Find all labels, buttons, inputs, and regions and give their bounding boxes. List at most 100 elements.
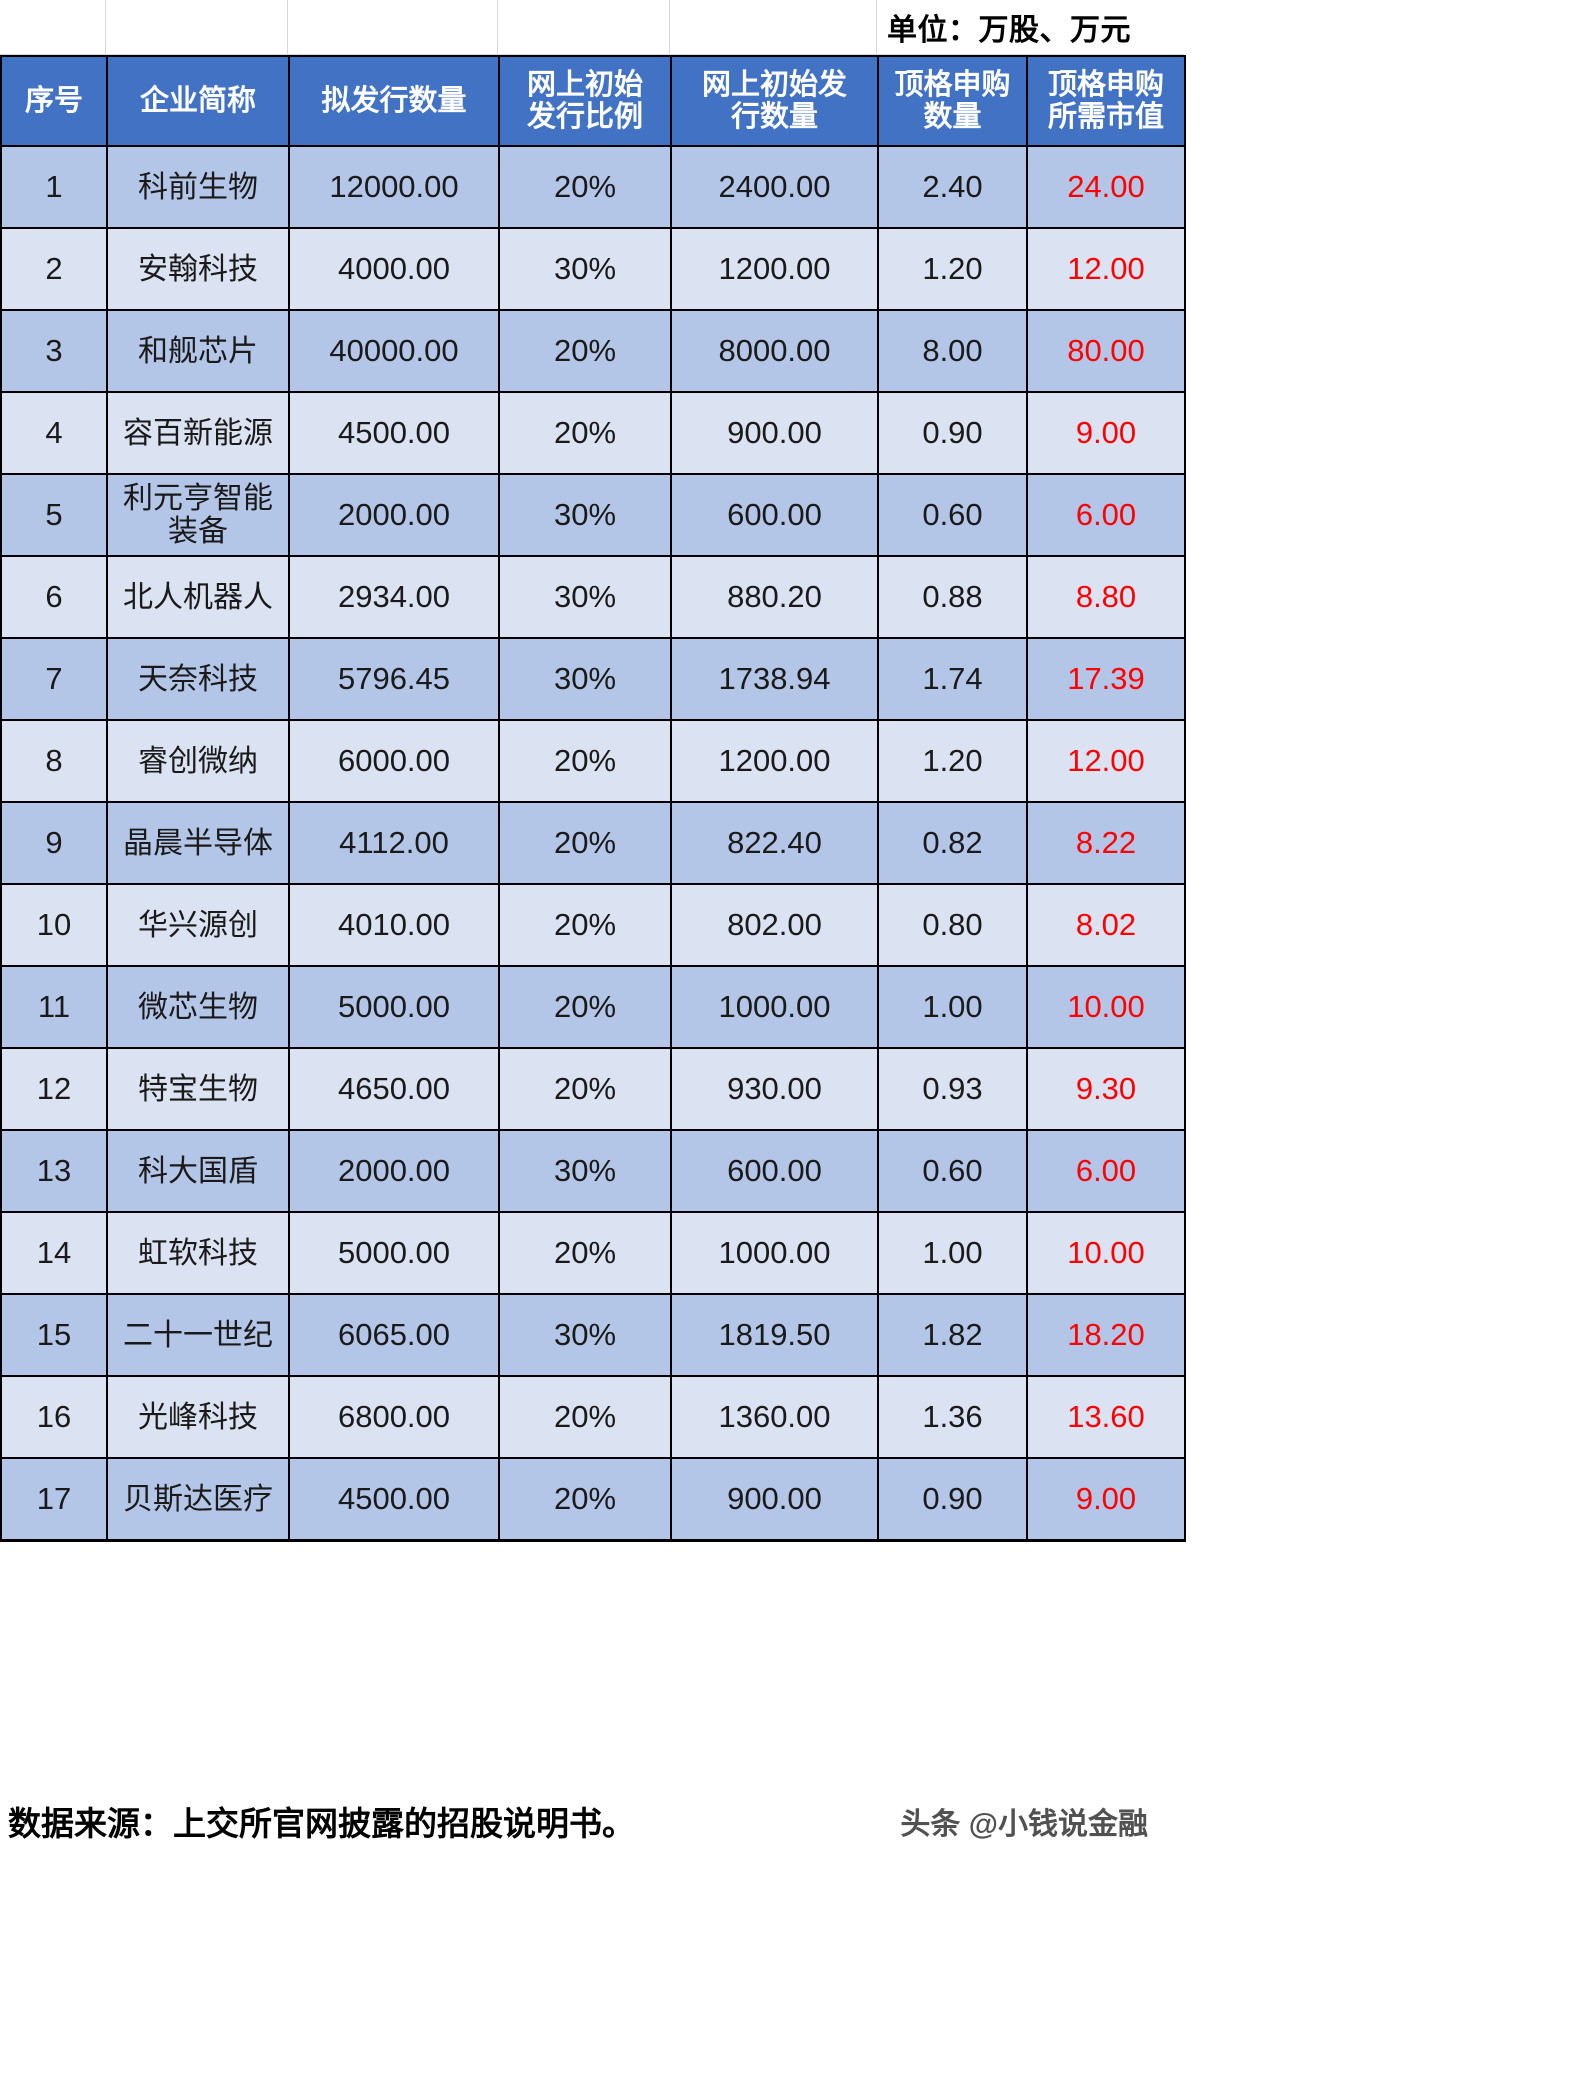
cell-name: 安翰科技 bbox=[106, 227, 290, 311]
cell-mv: 10.00 bbox=[1026, 965, 1186, 1049]
cell-online: 1819.50 bbox=[670, 1293, 879, 1377]
unit-band-spacer-3 bbox=[288, 0, 498, 54]
cell-name: 和舰芯片 bbox=[106, 309, 290, 393]
cell-name: 贝斯达医疗 bbox=[106, 1457, 290, 1542]
cell-ratio: 20% bbox=[498, 965, 672, 1049]
cell-ratio: 20% bbox=[498, 1375, 672, 1459]
unit-band-spacer-1 bbox=[0, 0, 106, 54]
unit-band-spacer-4 bbox=[498, 0, 670, 54]
cell-qty: 0.82 bbox=[877, 801, 1028, 885]
cell-qty: 1.00 bbox=[877, 965, 1028, 1049]
cell-issue: 4500.00 bbox=[288, 1457, 500, 1542]
table-row: 14 虹软科技 5000.00 20% 1000.00 1.00 10.00 bbox=[0, 1211, 1186, 1295]
cell-ratio: 20% bbox=[498, 309, 672, 393]
ipo-subscription-table: 序号 企业简称 拟发行数量 网上初始 发行比例 网上初始发 行数量 顶格申购 数量 顶… bbox=[0, 55, 1186, 1542]
cell-no: 3 bbox=[0, 309, 108, 393]
cell-mv: 12.00 bbox=[1026, 719, 1186, 803]
cell-qty: 2.40 bbox=[877, 145, 1028, 229]
cell-ratio: 30% bbox=[498, 1129, 672, 1213]
cell-issue: 4000.00 bbox=[288, 227, 500, 311]
unit-note-text: 单位：万股、万元 bbox=[887, 14, 1131, 47]
table-row: 5 利元亨智能装备 2000.00 30% 600.00 0.60 6.00 bbox=[0, 473, 1186, 557]
cell-mv: 6.00 bbox=[1026, 473, 1186, 557]
cell-ratio: 30% bbox=[498, 637, 672, 721]
cell-ratio: 30% bbox=[498, 227, 672, 311]
cell-issue: 2934.00 bbox=[288, 555, 500, 639]
cell-online: 880.20 bbox=[670, 555, 879, 639]
cell-issue: 6800.00 bbox=[288, 1375, 500, 1459]
table-body: 1 科前生物 12000.00 20% 2400.00 2.40 24.00 2 安翰科技 400… bbox=[0, 145, 1186, 1542]
table-row: 1 科前生物 12000.00 20% 2400.00 2.40 24.00 bbox=[0, 145, 1186, 229]
cell-mv: 12.00 bbox=[1026, 227, 1186, 311]
cell-online: 802.00 bbox=[670, 883, 879, 967]
cell-ratio: 20% bbox=[498, 801, 672, 885]
cell-no: 6 bbox=[0, 555, 108, 639]
cell-online: 1360.00 bbox=[670, 1375, 879, 1459]
cell-qty: 0.60 bbox=[877, 473, 1028, 557]
table-row: 6 北人机器人 2934.00 30% 880.20 0.88 8.80 bbox=[0, 555, 1186, 639]
cell-ratio: 30% bbox=[498, 1293, 672, 1377]
cell-mv: 13.60 bbox=[1026, 1375, 1186, 1459]
cell-mv: 17.39 bbox=[1026, 637, 1186, 721]
cell-online: 900.00 bbox=[670, 391, 879, 475]
cell-issue: 2000.00 bbox=[288, 1129, 500, 1213]
cell-ratio: 20% bbox=[498, 1047, 672, 1131]
cell-no: 16 bbox=[0, 1375, 108, 1459]
cell-mv: 9.00 bbox=[1026, 1457, 1186, 1542]
cell-name: 科前生物 bbox=[106, 145, 290, 229]
cell-qty: 8.00 bbox=[877, 309, 1028, 393]
cell-no: 7 bbox=[0, 637, 108, 721]
cell-mv: 10.00 bbox=[1026, 1211, 1186, 1295]
cell-no: 5 bbox=[0, 473, 108, 557]
table-row: 11 微芯生物 5000.00 20% 1000.00 1.00 10.00 bbox=[0, 965, 1186, 1049]
cell-online: 1200.00 bbox=[670, 719, 879, 803]
table-row: 8 睿创微纳 6000.00 20% 1200.00 1.20 12.00 bbox=[0, 719, 1186, 803]
cell-mv: 80.00 bbox=[1026, 309, 1186, 393]
cell-mv: 9.30 bbox=[1026, 1047, 1186, 1131]
cell-name: 光峰科技 bbox=[106, 1375, 290, 1459]
cell-mv: 8.02 bbox=[1026, 883, 1186, 967]
unit-note-cell: 单位：万股、万元 bbox=[877, 0, 1184, 54]
cell-name: 利元亨智能装备 bbox=[106, 473, 290, 557]
cell-issue: 5000.00 bbox=[288, 965, 500, 1049]
cell-no: 2 bbox=[0, 227, 108, 311]
cell-ratio: 20% bbox=[498, 391, 672, 475]
footer: 数据来源：上交所官网披露的招股说明书。 头条 @小钱说金融 bbox=[0, 1542, 1184, 2100]
cell-qty: 1.82 bbox=[877, 1293, 1028, 1377]
cell-qty: 0.93 bbox=[877, 1047, 1028, 1131]
cell-issue: 4010.00 bbox=[288, 883, 500, 967]
cell-qty: 0.90 bbox=[877, 1457, 1028, 1542]
cell-online: 822.40 bbox=[670, 801, 879, 885]
table-row: 15 二十一世纪 6065.00 30% 1819.50 1.82 18.20 bbox=[0, 1293, 1186, 1377]
cell-name: 容百新能源 bbox=[106, 391, 290, 475]
table-row: 3 和舰芯片 40000.00 20% 8000.00 8.00 80.00 bbox=[0, 309, 1186, 393]
cell-online: 930.00 bbox=[670, 1047, 879, 1131]
cell-qty: 0.80 bbox=[877, 883, 1028, 967]
cell-no: 12 bbox=[0, 1047, 108, 1131]
cell-issue: 2000.00 bbox=[288, 473, 500, 557]
data-source-note: 数据来源：上交所官网披露的招股说明书。 bbox=[8, 1805, 635, 1842]
column-header-qty: 顶格申购 数量 bbox=[877, 55, 1028, 147]
cell-online: 2400.00 bbox=[670, 145, 879, 229]
unit-band-spacer-5 bbox=[670, 0, 877, 54]
cell-online: 900.00 bbox=[670, 1457, 879, 1542]
table-row: 13 科大国盾 2000.00 30% 600.00 0.60 6.00 bbox=[0, 1129, 1186, 1213]
cell-name: 天奈科技 bbox=[106, 637, 290, 721]
cell-ratio: 30% bbox=[498, 473, 672, 557]
cell-ratio: 20% bbox=[498, 719, 672, 803]
cell-no: 10 bbox=[0, 883, 108, 967]
table-row: 4 容百新能源 4500.00 20% 900.00 0.90 9.00 bbox=[0, 391, 1186, 475]
cell-ratio: 20% bbox=[498, 1457, 672, 1542]
cell-issue: 12000.00 bbox=[288, 145, 500, 229]
cell-ratio: 20% bbox=[498, 883, 672, 967]
cell-no: 17 bbox=[0, 1457, 108, 1542]
table-row: 12 特宝生物 4650.00 20% 930.00 0.93 9.30 bbox=[0, 1047, 1186, 1131]
cell-qty: 0.88 bbox=[877, 555, 1028, 639]
table-row: 7 天奈科技 5796.45 30% 1738.94 1.74 17.39 bbox=[0, 637, 1186, 721]
cell-online: 1000.00 bbox=[670, 1211, 879, 1295]
cell-name: 睿创微纳 bbox=[106, 719, 290, 803]
table-row: 2 安翰科技 4000.00 30% 1200.00 1.20 12.00 bbox=[0, 227, 1186, 311]
cell-issue: 4650.00 bbox=[288, 1047, 500, 1131]
cell-name: 二十一世纪 bbox=[106, 1293, 290, 1377]
cell-no: 9 bbox=[0, 801, 108, 885]
